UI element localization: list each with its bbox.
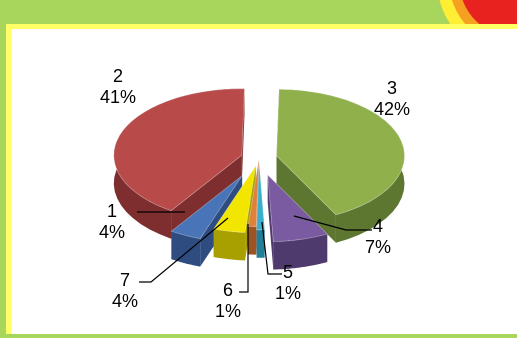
chart-plot-area — [6, 24, 517, 334]
slice-wall-3-1 — [276, 155, 336, 243]
pie-slice-1 — [170, 175, 243, 240]
slice-label-percent-7: 4% — [112, 291, 138, 311]
slice-label-category-5: 5 — [283, 262, 293, 282]
slice-label-category-1: 1 — [107, 201, 117, 221]
slice-label-category-7: 7 — [120, 270, 130, 290]
slice-side-5 — [256, 229, 265, 258]
slice-labels: 342%47%51%61%74%14%241% — [99, 66, 410, 321]
slice-label-category-3: 3 — [387, 78, 397, 98]
pie-slice-7 — [213, 165, 257, 233]
slice-label-category-2: 2 — [113, 66, 123, 86]
leader-line-7 — [139, 217, 229, 283]
slice-label-percent-1: 4% — [99, 222, 125, 242]
leader-lines — [137, 211, 372, 293]
slice-label-category-6: 6 — [223, 280, 233, 300]
plot-top-edge — [6, 24, 517, 29]
leader-line-6 — [239, 224, 249, 293]
slice-label-percent-3: 42% — [374, 99, 410, 119]
slice-label-percent-5: 1% — [275, 283, 301, 303]
leader-line-5 — [261, 221, 282, 275]
pie-slice-2 — [113, 88, 245, 212]
leader-line-4 — [293, 215, 372, 231]
pie-slice-6 — [247, 160, 260, 227]
pie-slices — [113, 88, 405, 270]
slice-wall-2-1 — [241, 88, 245, 184]
plot-left-edge — [6, 24, 11, 334]
slice-label-category-4: 4 — [373, 216, 383, 236]
slice-wall-4-1 — [267, 175, 274, 270]
slice-label-percent-4: 7% — [365, 237, 391, 257]
pie-slice-3 — [276, 88, 405, 216]
slice-label-percent-2: 41% — [100, 87, 136, 107]
slice-label-percent-6: 1% — [215, 301, 241, 321]
pie-slice-4 — [267, 174, 328, 243]
